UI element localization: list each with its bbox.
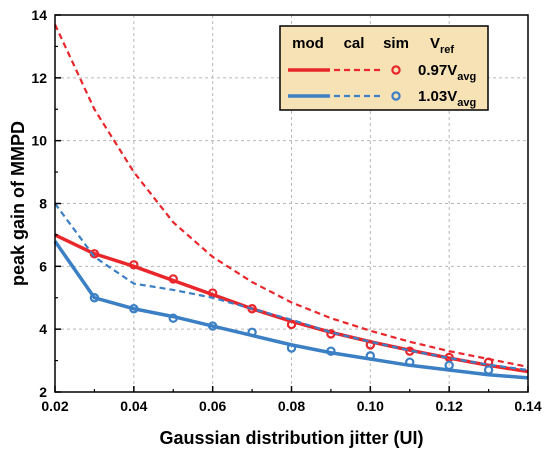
y-tick-label: 10: [31, 133, 47, 149]
legend-header-vref: Vref: [430, 35, 454, 56]
103Vavg-sim-marker: [483, 365, 494, 375]
y-tick-label: 14: [31, 7, 47, 23]
x-tick-label: 0.12: [436, 398, 463, 414]
097Vavg-sim-marker: [286, 319, 297, 330]
097Vavg-sim-marker: [168, 274, 178, 284]
103Vavg-sim-marker: [326, 346, 336, 356]
103Vavg-sim-marker: [207, 321, 218, 331]
y-tick-label: 2: [39, 384, 47, 400]
legend-header-cal: cal: [344, 35, 365, 52]
y-tick-label: 6: [39, 258, 47, 274]
097Vavg-sim-marker: [129, 260, 139, 270]
x-tick-label: 0.08: [278, 398, 305, 414]
x-tick-label: 0.10: [357, 398, 384, 414]
legend-entry-1-sim-swatch: [391, 65, 401, 75]
x-tick-label: 0.14: [514, 398, 541, 414]
103Vavg-sim-marker: [89, 293, 100, 303]
103Vavg-sim-marker: [365, 351, 376, 361]
103Vavg-sim-marker: [286, 343, 297, 353]
097Vavg-cal-line: [54, 23, 529, 368]
y-tick-label: 8: [39, 196, 47, 212]
tick-layer: 0.02 0.04 0.06 0.08 0.10 0.12 0.14 2 4 6 8 10 12 14: [31, 7, 541, 414]
legend: mod cal sim Vref 0.97Vavg 1.03Vavg: [279, 25, 489, 111]
097Vavg-sim-marker: [365, 340, 376, 350]
legend-header-mod: mod: [292, 35, 324, 52]
series-layer: [53, 23, 529, 380]
legend-entry-2-sim-swatch: [391, 91, 401, 101]
103Vavg-sim-marker: [444, 360, 454, 370]
legend-entry-2-label: 1.03Vavg: [418, 88, 476, 109]
103Vavg-sim-marker: [129, 304, 139, 314]
103Vavg-sim-marker: [168, 313, 178, 323]
x-tick-label: 0.04: [120, 398, 147, 414]
103Vavg-sim-marker: [247, 327, 257, 338]
legend-header-sim: sim: [383, 35, 409, 52]
103Vavg-sim-marker: [405, 357, 415, 367]
y-tick-label: 12: [31, 70, 47, 86]
103Vavg-cal-line: [54, 202, 529, 372]
y-axis-label: peak gain of MMPD: [8, 121, 28, 286]
x-tick-label: 0.06: [199, 398, 226, 414]
x-tick-label: 0.02: [41, 398, 68, 414]
legend-entry-1-label: 0.97Vavg: [418, 62, 476, 83]
x-axis-label: Gaussian distribution jitter (UI): [159, 428, 423, 448]
y-tick-label: 4: [39, 321, 47, 337]
